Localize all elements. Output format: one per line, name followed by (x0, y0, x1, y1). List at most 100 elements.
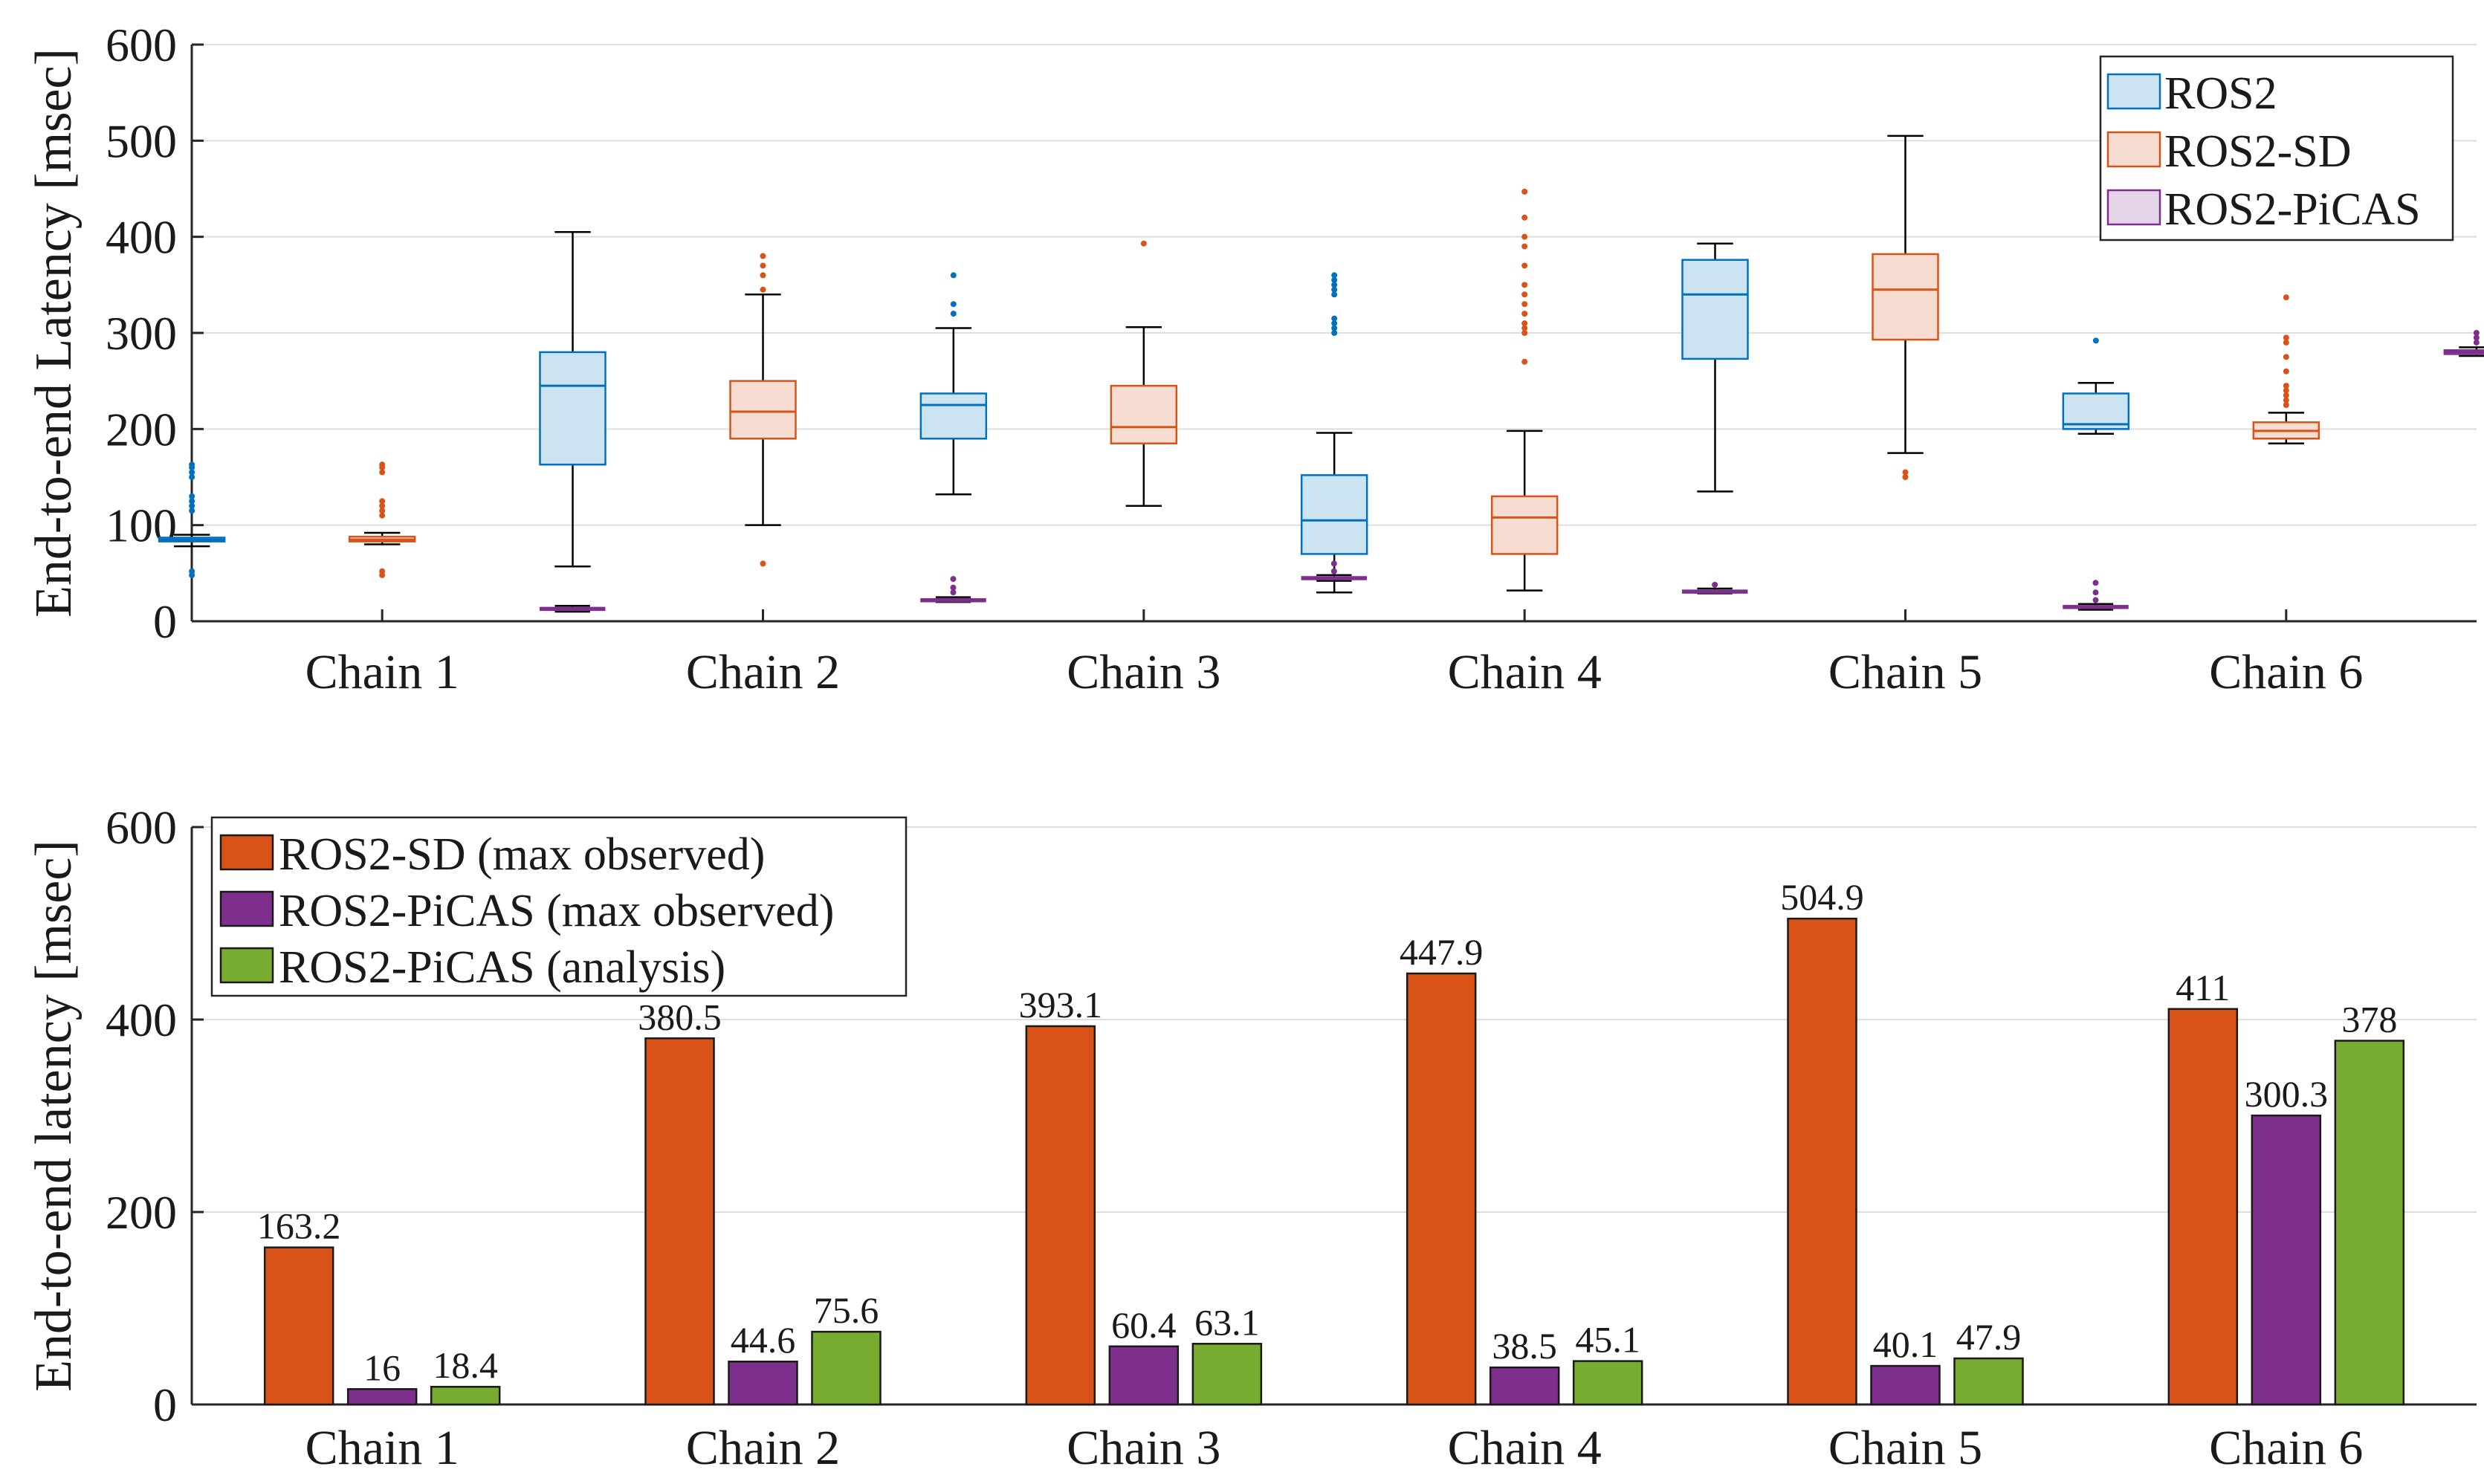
bar (2251, 1114, 2322, 1406)
bar (1953, 1357, 2024, 1406)
y-axis-title: End-to-end latency [msec] (25, 840, 83, 1391)
outlier-point (379, 508, 386, 514)
y-tick-label: 400 (106, 211, 177, 264)
data-label: 47.9 (1956, 1316, 2022, 1358)
data-label: 44.6 (731, 1319, 796, 1361)
outlier-point (2283, 392, 2289, 399)
outlier-point (379, 512, 386, 519)
bar (1108, 1345, 1180, 1406)
x-tick-label: Chain 1 (305, 645, 459, 699)
outlier-point (1521, 214, 1528, 221)
bar (811, 1330, 882, 1406)
outlier-point (379, 469, 386, 476)
y-tick-label: 200 (106, 403, 177, 456)
legend-swatch (2106, 189, 2161, 226)
outlier-point (1331, 291, 1338, 298)
outlier-point (2283, 354, 2289, 360)
outlier-point (2473, 330, 2480, 336)
data-label: 380.5 (638, 996, 722, 1037)
legend-label: ROS2-PiCAS (max observed) (279, 886, 834, 936)
outlier-point (379, 568, 386, 574)
legend-swatch (219, 947, 274, 984)
outlier-point (1331, 272, 1338, 279)
legend-swatch (2106, 73, 2161, 110)
outlier-point (2283, 383, 2289, 389)
data-label: 38.5 (1492, 1325, 1557, 1367)
outlier-point (760, 560, 766, 567)
outlier-point (1521, 301, 1528, 308)
outlier-point (379, 502, 386, 509)
bar (1406, 972, 1477, 1406)
y-axis-title: End-to-end Latency [msec] (25, 48, 83, 618)
legend-label: ROS2-PiCAS (analysis) (279, 942, 725, 993)
outlier-point (1521, 282, 1528, 288)
data-label: 16 (363, 1347, 401, 1388)
x-tick-label: Chain 3 (1067, 645, 1220, 699)
legend-swatch (2106, 131, 2161, 168)
outlier-point (1331, 315, 1338, 322)
outlier-point (2283, 368, 2289, 375)
bar (346, 1388, 418, 1406)
bar (263, 1246, 334, 1406)
outlier-point (2473, 339, 2480, 346)
bar (2334, 1040, 2405, 1406)
outlier-point (1331, 282, 1338, 288)
outlier-point (1902, 469, 1909, 476)
y-tick-label: 100 (106, 499, 177, 552)
box (2062, 392, 2130, 430)
outlier-point (950, 589, 957, 596)
y-tick-label: 600 (106, 801, 177, 854)
outlier-point (189, 461, 195, 468)
outlier-point (760, 286, 766, 293)
y-tick-label: 600 (106, 19, 177, 71)
data-label: 504.9 (1780, 876, 1864, 918)
outlier-point (1521, 188, 1528, 195)
outlier-point (950, 311, 957, 317)
outlier-point (1331, 325, 1338, 331)
data-label: 45.1 (1575, 1319, 1640, 1361)
box (1872, 253, 1939, 341)
outlier-point (1521, 311, 1528, 317)
x-tick-label: Chain 5 (1828, 645, 1982, 699)
outlier-point (760, 262, 766, 269)
outlier-point (2092, 337, 2099, 344)
outlier-point (2092, 597, 2099, 603)
x-tick-label: Chain 2 (686, 645, 840, 699)
data-label: 300.3 (2245, 1073, 2329, 1115)
bar (1787, 917, 1857, 1406)
x-tick-label: Chain 5 (1828, 1421, 1982, 1475)
outlier-point (2092, 589, 2099, 596)
x-tick-label: Chain 3 (1067, 1421, 1220, 1475)
bar (644, 1037, 715, 1406)
legend-box (210, 816, 908, 997)
data-label: 40.1 (1873, 1323, 1938, 1365)
outlier-point (760, 272, 766, 279)
outlier-point (1521, 358, 1528, 365)
bar (1191, 1343, 1263, 1406)
box (729, 380, 797, 440)
legend-swatch (219, 834, 274, 871)
outlier-point (2283, 387, 2289, 394)
outlier-point (1330, 560, 1337, 567)
bar (728, 1360, 798, 1406)
outlier-point (1331, 320, 1338, 327)
box (919, 392, 988, 440)
outlier-point (760, 253, 766, 259)
outlier-point (950, 584, 957, 591)
data-label: 60.4 (1111, 1304, 1177, 1346)
bar (430, 1385, 501, 1406)
legend-label: ROS2 (2164, 68, 2277, 119)
outlier-point (950, 272, 957, 279)
box (1110, 384, 1178, 444)
data-label: 393.1 (1019, 984, 1103, 1025)
bar (2167, 1008, 2239, 1406)
outlier-point (2283, 402, 2289, 408)
legend-label: ROS2-SD (2164, 126, 2352, 177)
bar (1572, 1360, 1643, 1406)
outlier-point (2283, 397, 2289, 404)
outlier-point (1521, 291, 1528, 298)
outlier-point (2092, 580, 2099, 586)
outlier-point (2283, 339, 2289, 346)
outlier-point (379, 461, 386, 468)
legend-swatch (219, 890, 274, 927)
